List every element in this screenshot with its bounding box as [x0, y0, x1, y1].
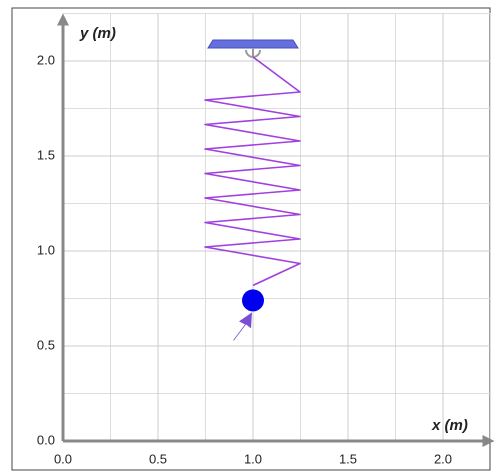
x-axis-label: x (m) — [431, 417, 468, 434]
grid — [62, 13, 491, 442]
frame — [11, 7, 491, 471]
scene — [204, 39, 301, 341]
y-tick-label: 0.0 — [37, 432, 55, 447]
x-tick-label: 1.5 — [339, 451, 357, 466]
y-tick-label: 0.5 — [37, 337, 55, 352]
y-tick-label: 1.5 — [37, 147, 55, 162]
ceiling — [207, 39, 299, 49]
x-tick-label: 0.0 — [54, 451, 72, 466]
y-tick-label: 1.0 — [37, 242, 55, 257]
x-axis-arrow — [482, 435, 495, 447]
axes: 0.0 0.5 1.0 1.5 2.0 0.0 0.5 1.0 1.5 2.0 — [37, 13, 495, 466]
y-tick-label: 2.0 — [37, 52, 55, 67]
mass — [242, 289, 264, 312]
x-tick-label: 1.0 — [244, 451, 262, 466]
spring — [204, 56, 301, 287]
y-axis-label: y (m) — [79, 25, 116, 42]
x-tick-label: 0.5 — [149, 451, 167, 466]
y-axis-arrow — [57, 13, 69, 26]
drag-arrow[interactable] — [233, 312, 252, 341]
x-tick-label: 2.0 — [434, 451, 452, 466]
